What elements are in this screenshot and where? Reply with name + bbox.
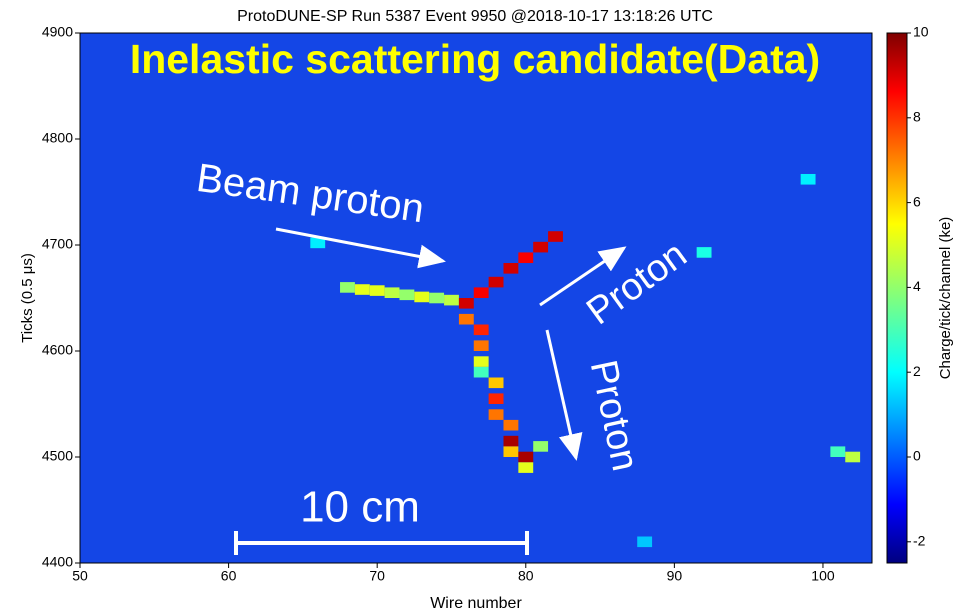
hit-cell <box>488 409 504 420</box>
y-tick-label: 4400 <box>42 554 73 570</box>
hit-cell <box>444 294 459 306</box>
hit-cell <box>399 289 415 301</box>
arrow <box>539 246 627 307</box>
hit-cell <box>458 313 474 325</box>
colorbar-tick-label: -2 <box>913 533 926 549</box>
hit-cell <box>473 340 489 351</box>
colorbar-tick-label: 8 <box>913 109 921 125</box>
y-tick-label: 4700 <box>42 236 73 252</box>
y-tick-label: 4900 <box>42 24 73 40</box>
hit-cell <box>354 284 370 295</box>
hit-cell <box>518 252 534 264</box>
hit-cell <box>845 451 861 463</box>
arrow <box>545 329 583 461</box>
colorbar-tick-label: 10 <box>913 24 929 40</box>
hit-cell <box>637 536 653 548</box>
scale-label: 10 cm <box>300 483 420 532</box>
hit-cell <box>310 237 326 249</box>
scale-bar <box>234 531 529 555</box>
hit-cell <box>533 441 549 452</box>
arrows <box>275 227 627 461</box>
hit-cell <box>830 446 846 457</box>
hit-cell <box>458 298 474 309</box>
hit-cell <box>503 435 519 447</box>
arrow <box>275 227 446 269</box>
plot-frame <box>79 32 873 564</box>
y-tick-label: 4500 <box>42 448 73 464</box>
colorbar-tick-label: 4 <box>913 278 921 294</box>
hit-cell <box>340 282 355 293</box>
y-tick-label: 4800 <box>42 130 73 146</box>
hit-cell <box>800 173 816 185</box>
hit-cell <box>503 263 519 274</box>
hit-cell <box>473 356 489 367</box>
x-tick-label: 60 <box>221 568 237 584</box>
chart-title: ProtoDUNE-SP Run 5387 Event 9950 @2018-1… <box>237 8 713 25</box>
y-tick-label: 4600 <box>42 342 73 358</box>
x-tick-label: 90 <box>667 568 683 584</box>
hit-cell <box>503 419 519 431</box>
hit-cell <box>503 446 519 457</box>
hit-cell <box>518 451 534 463</box>
colorbar-tick-label: 2 <box>913 363 921 379</box>
hit-cell <box>473 324 489 336</box>
x-tick-label: 80 <box>518 568 534 584</box>
hit-cell <box>548 231 563 242</box>
colorbar-tick-label: 0 <box>913 448 921 464</box>
hit-cell <box>488 276 504 288</box>
colorbar <box>886 32 908 564</box>
hit-cell <box>518 462 534 473</box>
hit-cell <box>696 247 712 258</box>
x-tick-label: 50 <box>72 568 88 584</box>
hit-cell <box>369 285 385 296</box>
hit-cell <box>533 241 549 253</box>
x-tick-label: 100 <box>811 568 835 584</box>
hit-cell <box>429 292 445 304</box>
hit-cell <box>384 287 400 298</box>
hit-cell <box>414 291 430 303</box>
colorbar-label: Charge/tick/channel (ke) <box>937 217 954 380</box>
x-axis-label: Wire number <box>430 595 522 612</box>
hit-cell <box>488 393 504 404</box>
hit-cell <box>473 366 489 378</box>
x-tick-label: 70 <box>369 568 385 584</box>
colorbar-tick-label: 6 <box>913 193 921 209</box>
hit-cell <box>488 377 504 389</box>
hit-cell <box>473 287 489 298</box>
y-axis-label: Ticks (0.5 μs) <box>19 253 36 343</box>
headline: Inelastic scattering candidate(Data) <box>130 36 820 82</box>
